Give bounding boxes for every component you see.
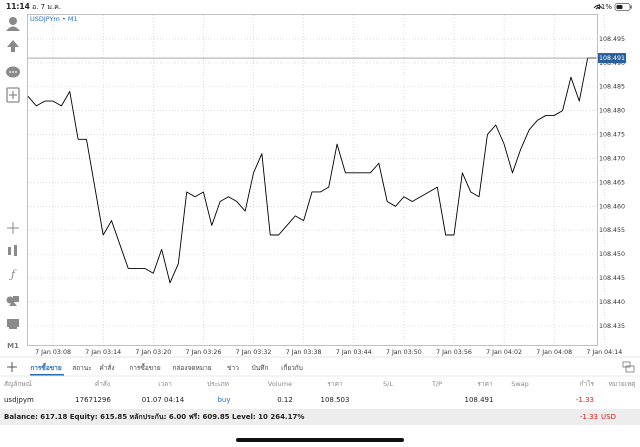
footer-bar (0, 409, 640, 425)
settings-button[interactable] (622, 361, 635, 373)
x-tick-label: 7 Jan 03:44 (336, 349, 372, 356)
x-tick-label: 7 Jan 04:14 (586, 349, 622, 356)
cell-ticket: 17671296 (75, 396, 111, 404)
column-header[interactable]: Swap (511, 380, 529, 388)
column-header[interactable]: ประเภท (207, 380, 229, 388)
x-tick-label: 7 Jan 03:56 (436, 349, 472, 356)
column-header[interactable]: ราคา (477, 380, 492, 388)
y-tick-label: 108.445 (599, 275, 625, 282)
y-tick-label: 108.460 (599, 203, 625, 210)
cell-time: 01.07 04:14 (142, 396, 185, 404)
tab[interactable]: ข่าว (227, 364, 239, 372)
y-tick-label: 108.470 (599, 155, 625, 162)
x-tick-label: 7 Jan 03:50 (386, 349, 422, 356)
y-tick-label: 108.475 (599, 132, 625, 139)
y-tick-label: 108.450 (599, 251, 625, 258)
cell-price: 108.491 (465, 396, 494, 404)
x-tick-label: 7 Jan 03:26 (185, 349, 221, 356)
tab[interactable]: กล่องจดหมาย (172, 364, 211, 372)
column-header[interactable]: Volume (268, 380, 292, 388)
x-tick-label: 7 Jan 04:08 (536, 349, 572, 356)
trade-button[interactable] (7, 40, 19, 52)
cell-type: buy (217, 396, 230, 404)
cell-volume: 0.12 (277, 396, 293, 404)
y-tick-label: 108.485 (599, 84, 625, 91)
column-header[interactable]: ราคา (327, 380, 342, 388)
column-header[interactable]: สัญลักษณ์ (4, 380, 32, 388)
cell-open-price: 108.503 (321, 396, 350, 404)
status-icons (593, 3, 632, 11)
x-tick-label: 7 Jan 04:02 (486, 349, 522, 356)
chart-symbol: USDJPYm • M1 (30, 15, 78, 23)
tab-underline (30, 374, 64, 376)
column-header[interactable]: S/L (383, 380, 393, 388)
tab[interactable]: เกี่ยวกับ (281, 363, 303, 372)
tab[interactable]: การซื้อขาย (129, 363, 160, 372)
chart-plot: 108.495 108.490 108.485 108.480 108.475 108.4… (27, 15, 626, 356)
column-header[interactable]: T/P (431, 380, 442, 388)
y-tick-label: 108.440 (599, 299, 625, 306)
column-header[interactable]: คำสั่ง (95, 379, 110, 388)
x-tick-label: 7 Jan 03:14 (85, 349, 121, 356)
left-toolbar: ƒ (6, 17, 20, 329)
account-button[interactable] (6, 17, 20, 31)
objects-button[interactable] (6, 296, 20, 306)
tab[interactable]: สถานะ (72, 364, 92, 372)
chat-button[interactable] (6, 66, 20, 78)
x-tick-label: 7 Jan 03:32 (236, 349, 272, 356)
trade-table: สัญลักษณ์ คำสั่ง เวลา ประเภท Volume ราคา S/L T/… (4, 379, 635, 404)
status-time: 11:14 (6, 2, 30, 11)
indicators-button[interactable] (8, 245, 17, 256)
function-button[interactable]: ƒ (8, 268, 17, 281)
status-date: อ. 7 ม.ค. (32, 3, 61, 11)
y-tick-label: 108.435 (599, 323, 625, 330)
crosshair-button[interactable] (7, 222, 19, 234)
y-tick-label: 108.480 (599, 108, 625, 115)
tab[interactable]: คำสั่ง (99, 363, 114, 372)
account-summary: Balance: 617.18 Equity: 615.85 หลักประกั… (4, 413, 304, 421)
y-tick-label: 108.490 (599, 60, 625, 67)
tab[interactable]: การซื้อขาย (30, 362, 61, 372)
price-line (27, 57, 596, 284)
y-tick-label: 108.455 (599, 227, 625, 234)
add-button[interactable] (7, 362, 17, 372)
current-price-label: 108.491 (599, 55, 625, 62)
templates-button[interactable] (7, 319, 19, 329)
timeframe-button[interactable]: M1 (7, 342, 19, 350)
column-header[interactable]: กำไร (580, 380, 595, 388)
x-tick-label: 7 Jan 03:08 (35, 349, 71, 356)
svg-text:ƒ: ƒ (8, 268, 17, 281)
total-profit: -1.33 (580, 413, 598, 421)
x-tick-label: 7 Jan 03:38 (286, 349, 322, 356)
home-indicator (236, 438, 404, 442)
y-tick-label: 108.495 (599, 36, 625, 43)
current-price-badge (598, 53, 626, 64)
tab[interactable]: บันทึก (252, 364, 269, 372)
x-tick-label: 7 Jan 03:20 (135, 349, 171, 356)
battery-percent: 41% (596, 3, 612, 11)
new-chart-button[interactable] (6, 87, 20, 103)
tabs: การซื้อขาย สถานะ คำสั่ง การซื้อขาย กล่องจดหม… (30, 362, 303, 376)
y-tick-label: 108.465 (599, 179, 625, 186)
cell-symbol: usdjpym (4, 396, 34, 404)
column-header[interactable]: เวลา (158, 380, 172, 388)
column-header[interactable]: หมายเหตุ (609, 380, 636, 388)
currency: USD (601, 413, 616, 421)
chart-frame (27, 14, 598, 346)
cell-profit: -1.33 (576, 396, 594, 404)
